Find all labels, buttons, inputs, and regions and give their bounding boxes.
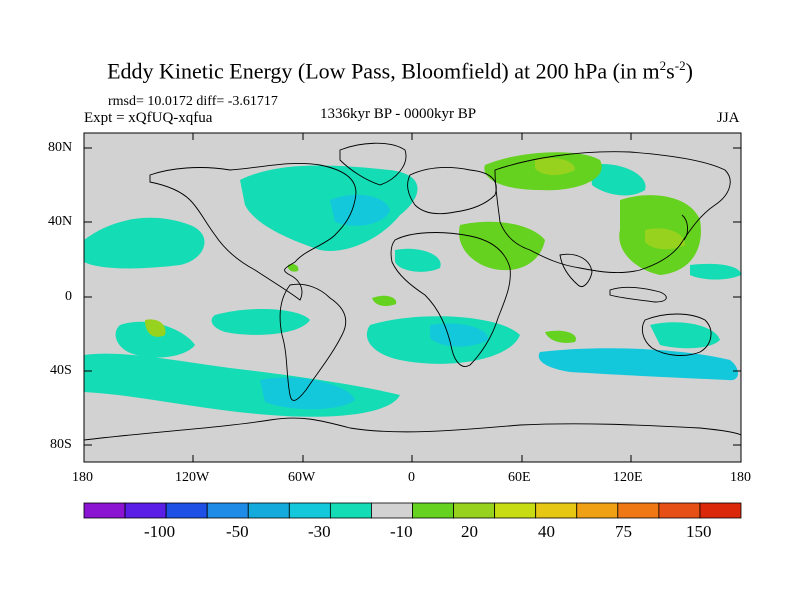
- coastline-japan: [681, 214, 689, 241]
- colorbar-box: [494, 502, 537, 519]
- colorbar-box: [412, 502, 454, 519]
- region-north-america-neg: [240, 165, 418, 251]
- colorbar-box: [658, 502, 701, 519]
- time-period-label: 1336kyr BP - 0000kyr BP: [320, 106, 477, 122]
- lon-label-120W: 120W: [175, 470, 210, 485]
- season-label: JJA: [717, 110, 740, 126]
- lon-label-120E: 120E: [613, 470, 643, 485]
- lat-label-0: 0: [65, 289, 72, 304]
- region-australia-neg: [650, 322, 720, 349]
- colorbar-box: [699, 502, 742, 519]
- coastline-india: [559, 253, 593, 287]
- region-north-america-core: [330, 194, 390, 226]
- colorbar-label: 20: [461, 522, 478, 541]
- coastline-africa: [390, 232, 511, 367]
- coastline-antarctica: [84, 417, 741, 441]
- region-south-indian-neg: [538, 348, 739, 381]
- coastlines: [84, 142, 741, 441]
- colorbar-label: 40: [538, 522, 555, 541]
- colorbar-box: [371, 502, 413, 519]
- region-south-atlantic-core: [430, 323, 489, 347]
- lon-label-60W: 60W: [288, 470, 316, 485]
- colorbar-box: [535, 502, 578, 519]
- tick-marks: [83, 133, 742, 462]
- region-south-africa-pos: [545, 330, 576, 343]
- region-asia-north-neg: [590, 164, 646, 196]
- colorbar-box: [83, 502, 126, 519]
- coastline-greenland: [339, 142, 407, 186]
- lon-label-180-west: 180: [72, 470, 93, 485]
- coastline-north-america: [149, 162, 357, 301]
- region-north-pacific-neg: [84, 217, 205, 269]
- colorbar-label: -10: [390, 522, 413, 541]
- lat-label-80N: 80N: [48, 140, 73, 155]
- coastline-australia: [641, 313, 712, 356]
- colorbar-box: [206, 502, 249, 519]
- colorbar-label: 150: [686, 522, 712, 541]
- region-eurasia-pos-core: [535, 158, 575, 176]
- region-west-pacific-neg: [690, 263, 741, 280]
- region-tropical-east-pacific-neg: [211, 308, 310, 335]
- colorbar-box: [247, 502, 290, 519]
- lat-label-40N: 40N: [48, 214, 73, 229]
- coastline-south-america: [279, 283, 347, 401]
- region-south-pacific-pos: [145, 319, 166, 337]
- colorbar-box: [453, 502, 496, 519]
- colorbar-box: [165, 502, 208, 519]
- region-small-pos-1: [287, 263, 299, 272]
- region-mediterranean-pos: [459, 221, 545, 271]
- rmsd-diff-stats: rmsd= 10.0172 diff= -3.61717: [108, 94, 278, 109]
- region-tropical-atlantic-pos: [372, 295, 397, 306]
- region-east-asia-core: [645, 228, 685, 250]
- coastline-europe: [407, 167, 497, 215]
- region-south-pacific-neg: [115, 321, 195, 358]
- colorbar-box: [617, 502, 660, 519]
- colorbar-label: 75: [615, 522, 632, 541]
- region-south-america-core: [260, 377, 355, 410]
- lon-label-60E: 60E: [508, 470, 531, 485]
- anomaly-field: [84, 152, 741, 417]
- lat-label-40S: 40S: [50, 363, 72, 378]
- colorbar-box: [329, 502, 372, 519]
- lon-label-0: 0: [408, 470, 415, 485]
- colorbar-label: -100: [144, 522, 176, 541]
- experiment-label: Expt = xQfUQ-xqfua: [84, 110, 213, 126]
- lon-label-180-east: 180: [730, 470, 751, 485]
- colorbar-box: [576, 502, 619, 519]
- region-north-atlantic-neg: [395, 248, 441, 272]
- lat-label-80S: 80S: [50, 437, 72, 452]
- coastline-asia: [494, 151, 731, 274]
- colorbar-box: [288, 502, 331, 519]
- colorbar-box: [124, 502, 167, 519]
- figure-title: Eddy Kinetic Energy (Low Pass, Bloomfiel…: [107, 58, 693, 84]
- coastline-maritime-continent: [609, 286, 667, 303]
- colorbar-label: -30: [308, 522, 331, 541]
- colorbar: [83, 502, 742, 519]
- colorbar-label: -50: [226, 522, 249, 541]
